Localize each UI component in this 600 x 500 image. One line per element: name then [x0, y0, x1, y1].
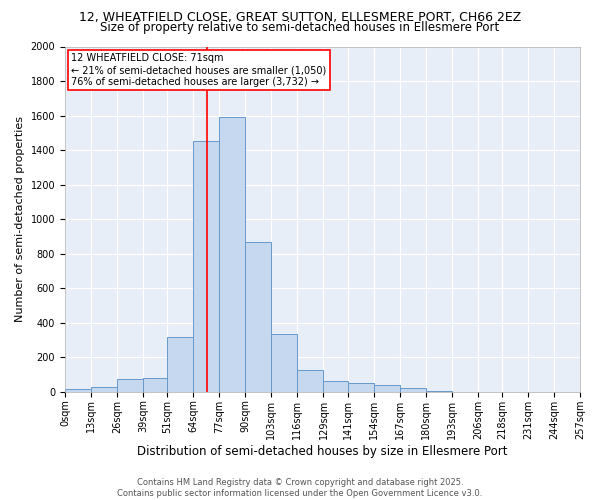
Bar	[117, 379, 143, 392]
Bar	[400, 388, 425, 392]
Bar	[374, 385, 400, 392]
Bar	[271, 334, 298, 392]
Bar	[298, 370, 323, 392]
Bar	[347, 383, 374, 392]
Bar	[143, 378, 167, 392]
Bar	[245, 242, 271, 392]
Bar	[167, 338, 193, 392]
X-axis label: Distribution of semi-detached houses by size in Ellesmere Port: Distribution of semi-detached houses by …	[137, 444, 508, 458]
Text: 12, WHEATFIELD CLOSE, GREAT SUTTON, ELLESMERE PORT, CH66 2EZ: 12, WHEATFIELD CLOSE, GREAT SUTTON, ELLE…	[79, 11, 521, 24]
Bar	[91, 386, 117, 392]
Bar	[219, 118, 245, 392]
Bar	[323, 382, 347, 392]
Bar	[425, 391, 452, 392]
Bar	[65, 389, 91, 392]
Text: Contains HM Land Registry data © Crown copyright and database right 2025.
Contai: Contains HM Land Registry data © Crown c…	[118, 478, 482, 498]
Text: 12 WHEATFIELD CLOSE: 71sqm
← 21% of semi-detached houses are smaller (1,050)
76%: 12 WHEATFIELD CLOSE: 71sqm ← 21% of semi…	[71, 54, 326, 86]
Text: Size of property relative to semi-detached houses in Ellesmere Port: Size of property relative to semi-detach…	[100, 21, 500, 34]
Bar	[193, 142, 219, 392]
Y-axis label: Number of semi-detached properties: Number of semi-detached properties	[15, 116, 25, 322]
